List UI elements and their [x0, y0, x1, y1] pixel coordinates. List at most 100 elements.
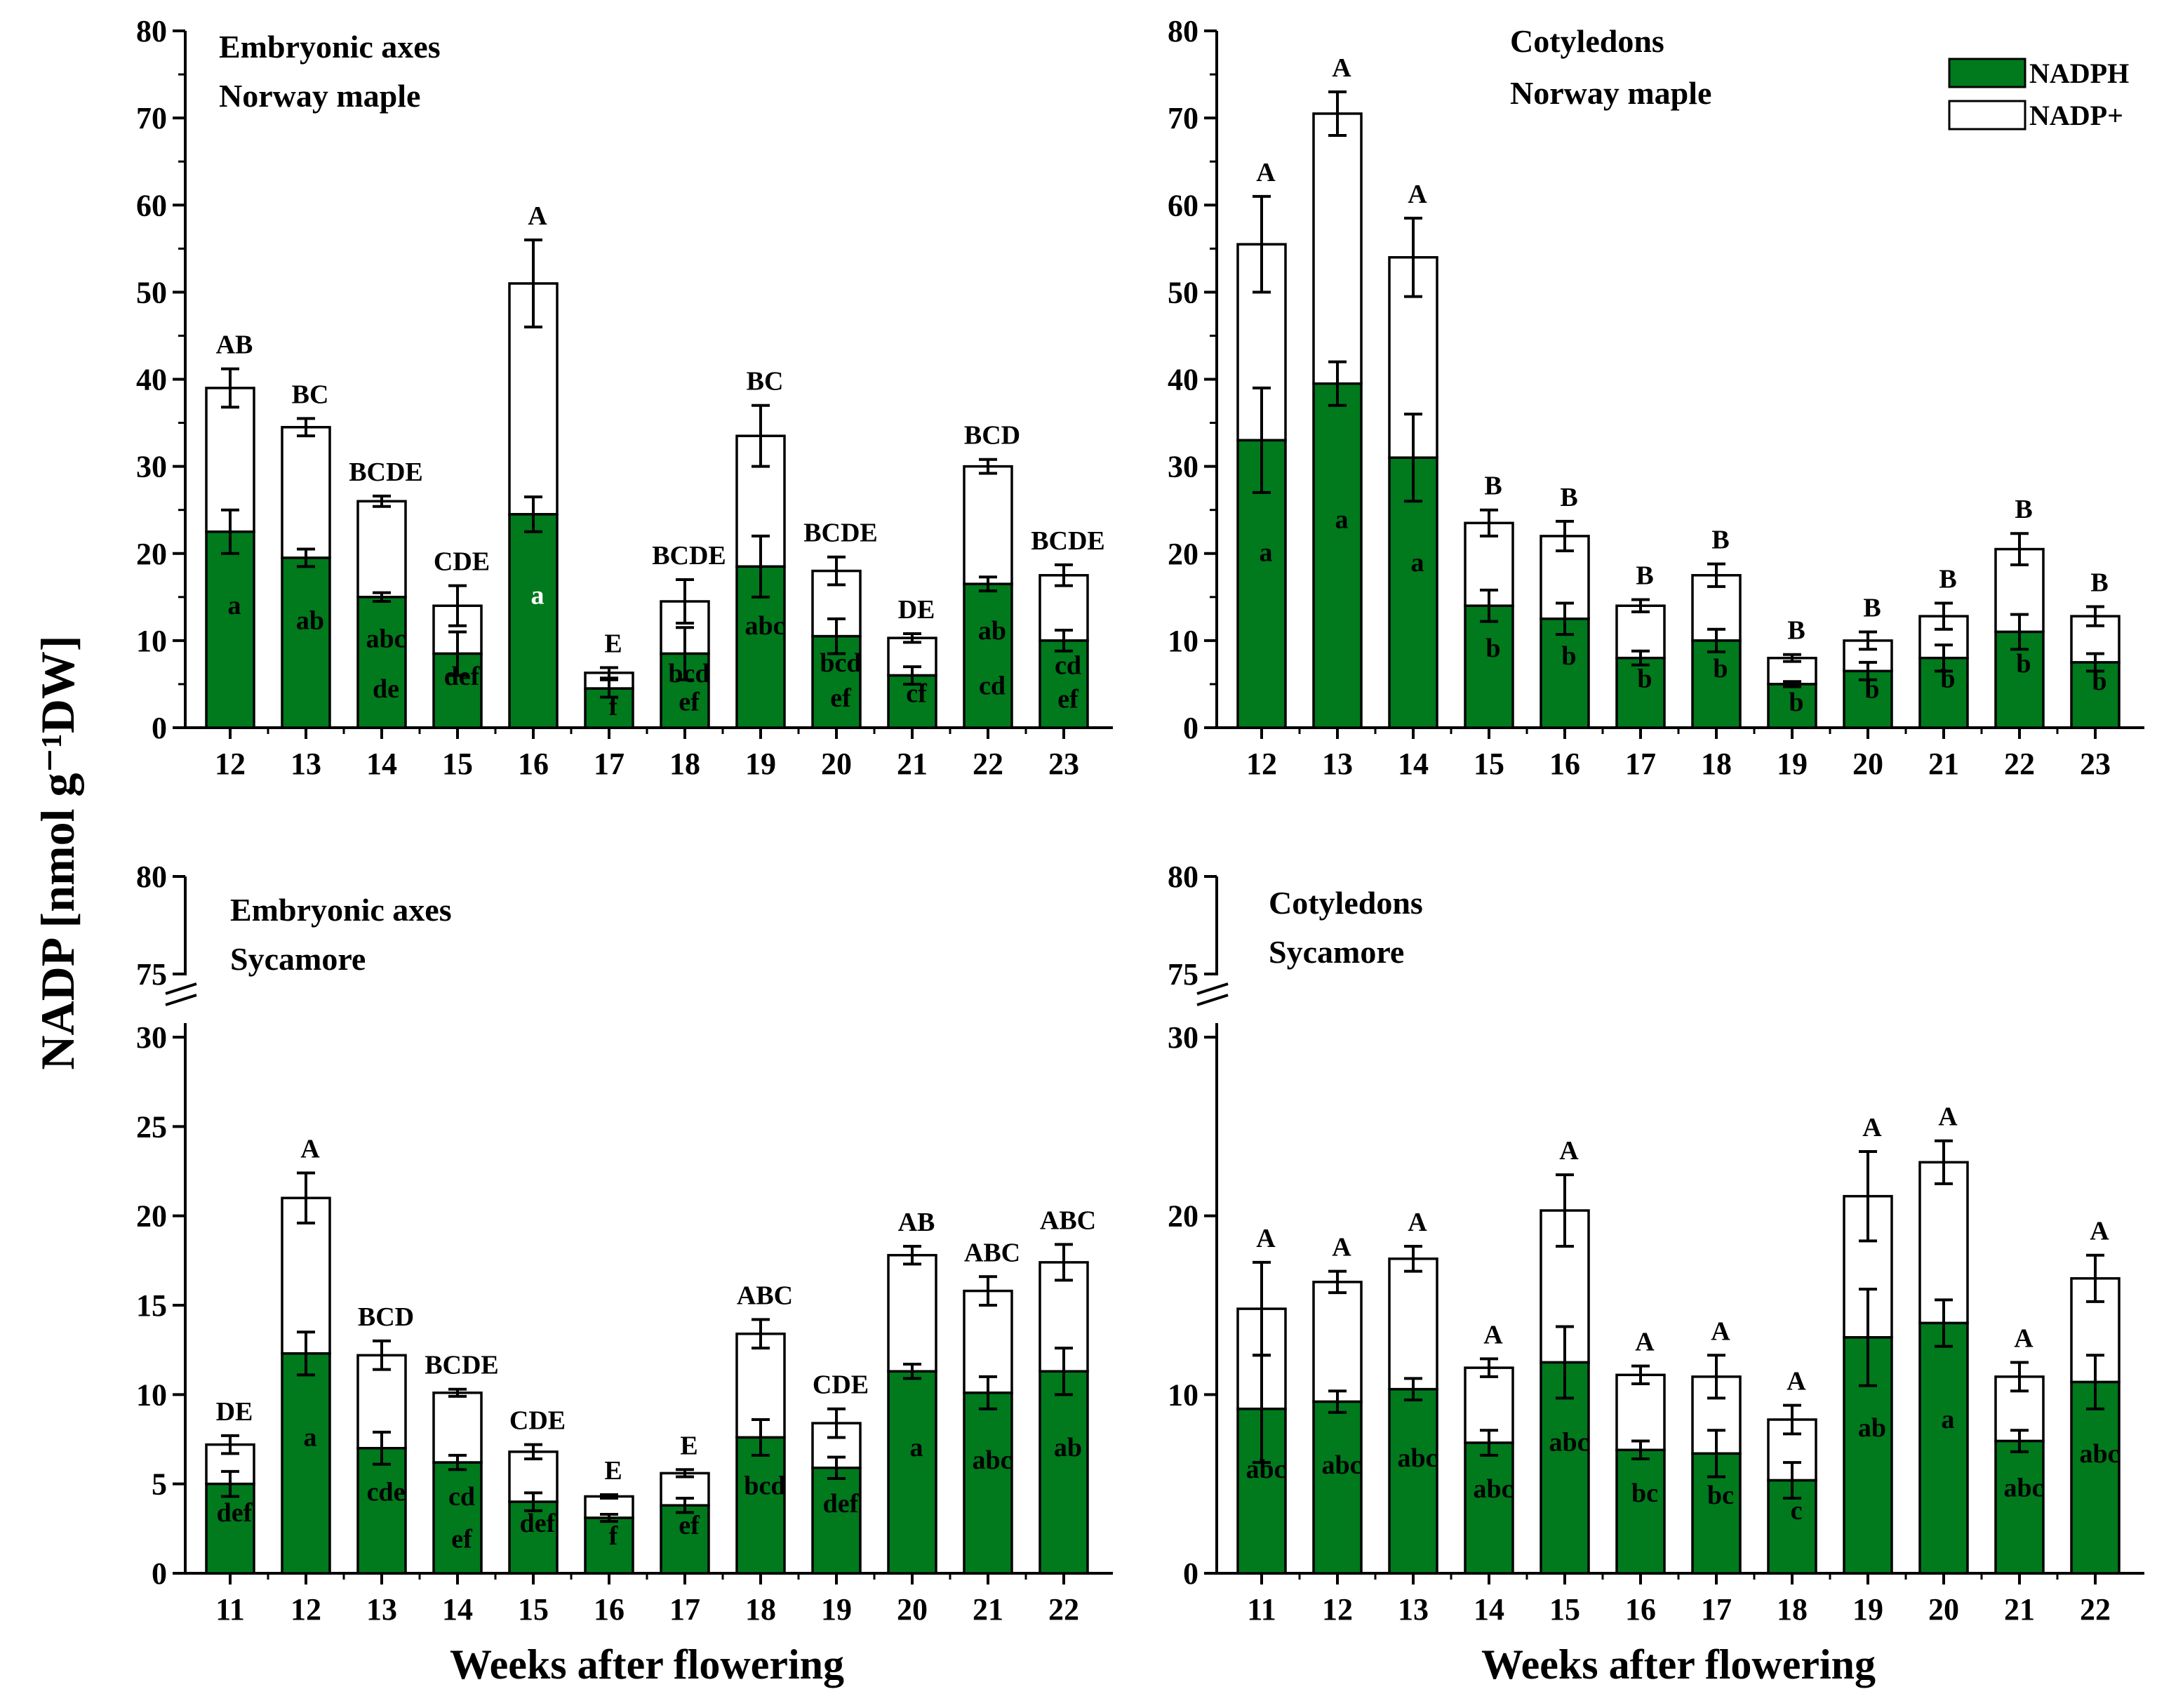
significance-letter-upper: B — [2090, 568, 2108, 597]
significance-letter-upper: A — [2014, 1323, 2034, 1353]
x-tick-label: 19 — [821, 1592, 852, 1627]
x-axis-label: Weeks after flowering — [1481, 1641, 1876, 1688]
significance-letter-lower: b — [1789, 688, 1803, 717]
significance-letter-lower: cf — [906, 679, 928, 709]
x-tick-label: 18 — [1701, 747, 1732, 781]
bar-nadp-plus — [356, 500, 407, 599]
x-tick-label: 17 — [1625, 747, 1656, 781]
y-tick-label: 10 — [136, 624, 167, 658]
bar-nadph — [1312, 1400, 1363, 1575]
x-tick-label: 15 — [1549, 1592, 1580, 1627]
significance-letter-lower: a — [304, 1422, 317, 1452]
x-tick-label: 21 — [973, 1592, 1003, 1627]
bar-nadp-plus — [1615, 1373, 1666, 1452]
bar-nadph — [508, 513, 559, 729]
y-tick-label: 10 — [136, 1377, 167, 1412]
significance-letter-upper: B — [1787, 616, 1805, 646]
bar-nadph — [356, 1446, 407, 1575]
significance-letter-upper: A — [1483, 1320, 1503, 1349]
significance-letter-upper: A — [1256, 1224, 1276, 1253]
x-tick-label: 18 — [745, 1592, 776, 1627]
bar-nadph — [1615, 1448, 1666, 1575]
bar-nadph — [1388, 1387, 1438, 1575]
x-tick-label: 17 — [1701, 1592, 1732, 1627]
bar-nadph — [205, 530, 255, 729]
significance-letter-upper: CDE — [509, 1406, 566, 1436]
significance-letter-upper: E — [680, 1431, 697, 1460]
y-tick-label: 60 — [1168, 188, 1198, 222]
significance-letter-upper: A — [1332, 1233, 1351, 1262]
bar-nadph — [1994, 630, 2045, 729]
bar-nadph — [281, 1352, 331, 1575]
y-tick-label: 20 — [1168, 537, 1198, 571]
panel-cotyledons-norway-maple: 0 10 20 30 40 50 60 70 80 Cotyledons Norway maple 1… — [1168, 14, 2144, 781]
panel-title-line: Cotyledons — [1269, 885, 1423, 921]
y-tick-label: 0 — [1183, 711, 1198, 745]
significance-letter-lower: bcd — [820, 648, 861, 678]
bar-nadph — [963, 582, 1013, 729]
significance-letter-upper: A — [2090, 1217, 2109, 1246]
significance-letter-upper: B — [1863, 593, 1881, 622]
bar-nadph — [1767, 683, 1817, 729]
significance-letter-lower: bcd — [668, 659, 709, 688]
legend-label-nadp-plus: NADP+ — [2029, 100, 2123, 131]
significance-letter-lower: b — [2016, 649, 2031, 679]
significance-letter-upper: BCDE — [425, 1351, 499, 1380]
significance-letter-lower: c — [1791, 1496, 1803, 1526]
significance-letter-lower: ab — [296, 606, 324, 636]
panel-title-line: Norway maple — [1510, 75, 1711, 111]
bar-nadph — [205, 1482, 255, 1575]
x-tick-label: 13 — [366, 1592, 397, 1627]
bar-nadph — [281, 556, 331, 729]
y-tick-label: 40 — [136, 363, 167, 397]
significance-letter-upper: A — [1256, 158, 1276, 187]
x-tick-label: 16 — [518, 747, 549, 781]
bar-nadph — [735, 1436, 786, 1575]
significance-letter-lower: b — [1637, 664, 1652, 693]
x-tick-label: 22 — [973, 747, 1003, 781]
x-tick-label: 20 — [1852, 747, 1883, 781]
bar-nadph — [887, 1370, 937, 1575]
axis-break-mark — [165, 982, 197, 995]
significance-letter-lower: abc — [973, 1446, 1013, 1475]
bar-nadph — [1312, 382, 1363, 729]
significance-letter-upper: BCD — [964, 421, 1020, 451]
panel-cotyledons-sycamore: 01020307580CotyledonsSycamore11Aabc12Aab… — [1168, 860, 2144, 1688]
x-tick-label: 15 — [442, 747, 473, 781]
bar-nadph — [1464, 604, 1514, 729]
x-tick-label: 22 — [2080, 1592, 2111, 1627]
y-tick-label: 20 — [136, 537, 167, 571]
significance-letter-upper: A — [1938, 1102, 1958, 1132]
significance-letter-lower: cde — [367, 1478, 406, 1507]
y-tick-label: 30 — [136, 1020, 167, 1055]
x-tick-label: 16 — [594, 1592, 625, 1627]
significance-letter-upper: CDE — [813, 1370, 869, 1400]
axis-break-mark — [1196, 982, 1229, 995]
panel-title-line: Embryonic axes — [219, 29, 441, 65]
x-tick-label: 14 — [442, 1592, 473, 1627]
bar-nadph — [963, 1392, 1013, 1575]
x-tick-label: 14 — [1398, 747, 1429, 781]
x-tick-label: 15 — [1474, 747, 1504, 781]
y-tick-label: 75 — [1168, 957, 1198, 992]
significance-letter-lower: ab — [1054, 1433, 1082, 1462]
bar-nadph — [2070, 1380, 2121, 1575]
bar-nadp-plus — [432, 1392, 483, 1464]
significance-letter-upper: B — [1636, 561, 1653, 591]
significance-letter-lower: def — [217, 1498, 253, 1528]
bar-nadph — [811, 1466, 862, 1575]
significance-letter-lower: ef — [451, 1525, 473, 1554]
x-tick-label: 14 — [366, 747, 397, 781]
y-tick-label: 80 — [1168, 860, 1198, 894]
bar-nadph — [1767, 1479, 1817, 1575]
significance-letter-lower: cd — [1055, 651, 1081, 681]
bar-nadph — [1388, 456, 1438, 729]
panel-title-line: Cotyledons — [1510, 23, 1664, 59]
y-tick-label: 25 — [136, 1109, 167, 1144]
x-tick-label: 16 — [1549, 747, 1580, 781]
x-tick-label: 11 — [1247, 1592, 1276, 1627]
y-tick-label: 70 — [1168, 101, 1198, 135]
significance-letter-lower: de — [373, 674, 399, 704]
significance-letter-lower: def — [444, 662, 481, 691]
